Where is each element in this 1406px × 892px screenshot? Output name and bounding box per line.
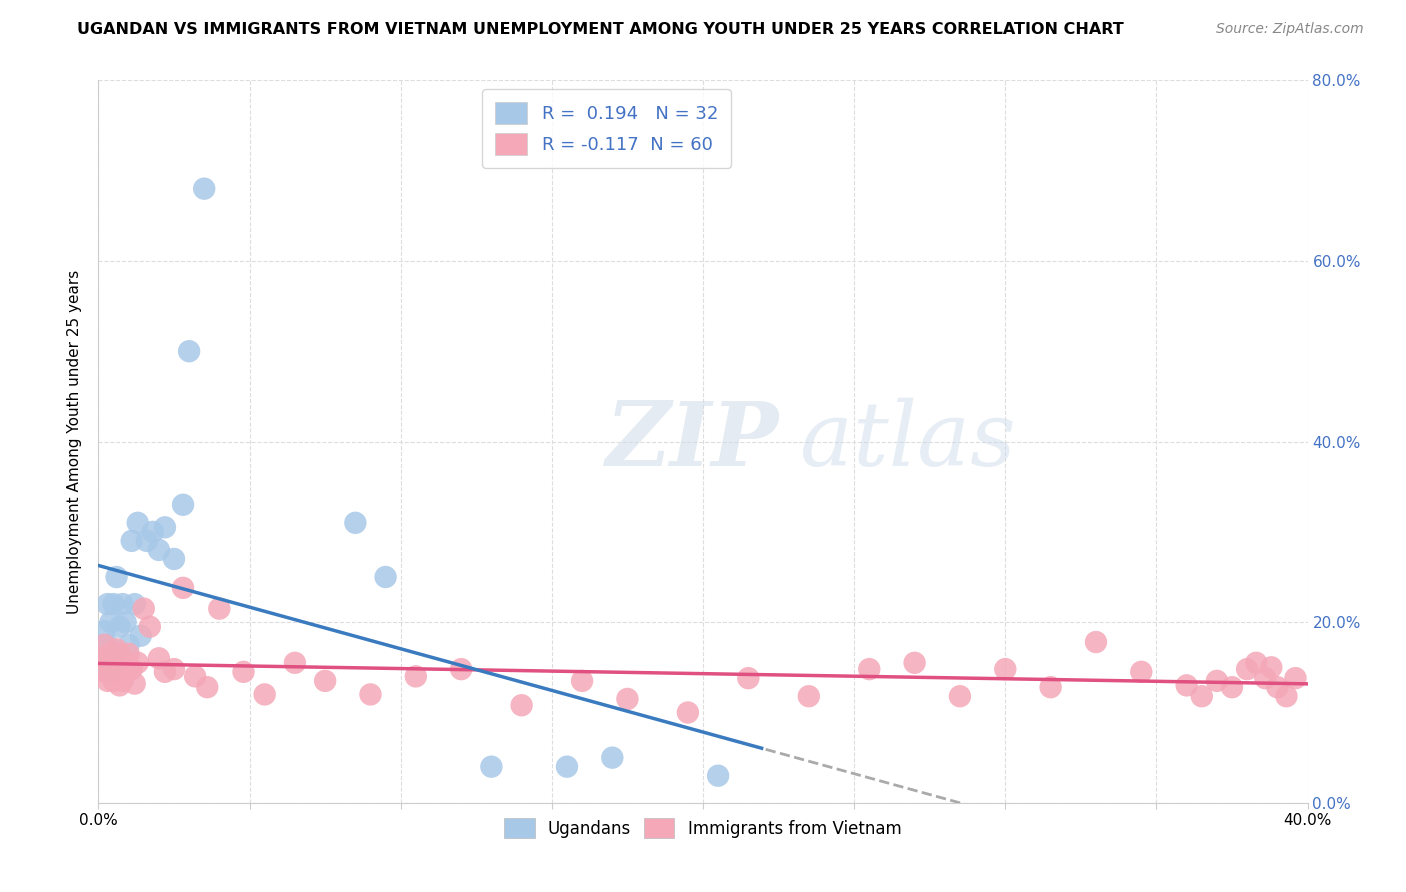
Point — [555, 760, 578, 774]
Point — [481, 760, 503, 774]
Point — [105, 656, 128, 670]
Point — [232, 665, 254, 679]
Point — [949, 690, 972, 704]
Point — [707, 769, 730, 783]
Point — [90, 651, 112, 665]
Point — [100, 615, 122, 630]
Point — [172, 498, 194, 512]
Point — [1175, 678, 1198, 692]
Point — [96, 656, 118, 670]
Y-axis label: Unemployment Among Youth under 25 years: Unemployment Among Youth under 25 years — [67, 269, 83, 614]
Point — [571, 673, 593, 688]
Point — [96, 597, 118, 611]
Point — [111, 673, 134, 688]
Point — [172, 581, 194, 595]
Point — [103, 597, 125, 611]
Point — [1130, 665, 1153, 679]
Point — [153, 665, 176, 679]
Point — [1085, 635, 1108, 649]
Point — [148, 651, 170, 665]
Point — [284, 656, 307, 670]
Point — [344, 516, 367, 530]
Point — [179, 344, 201, 359]
Point — [858, 662, 880, 676]
Point — [1220, 680, 1243, 694]
Point — [994, 662, 1017, 676]
Point — [114, 615, 136, 630]
Point — [314, 673, 336, 688]
Point — [195, 680, 218, 694]
Point — [139, 620, 162, 634]
Text: Source: ZipAtlas.com: Source: ZipAtlas.com — [1216, 22, 1364, 37]
Point — [1275, 690, 1298, 704]
Point — [93, 638, 115, 652]
Point — [103, 651, 125, 665]
Point — [616, 692, 638, 706]
Point — [93, 651, 115, 665]
Point — [1191, 690, 1213, 704]
Point — [127, 656, 149, 670]
Point — [1260, 660, 1282, 674]
Point — [737, 671, 759, 685]
Point — [405, 669, 427, 683]
Point — [135, 533, 157, 548]
Point — [142, 524, 165, 539]
Point — [163, 662, 186, 676]
Text: atlas: atlas — [800, 398, 1015, 485]
Point — [904, 656, 927, 670]
Legend: Ugandans, Immigrants from Vietnam: Ugandans, Immigrants from Vietnam — [498, 812, 908, 845]
Point — [121, 662, 143, 676]
Point — [118, 647, 141, 661]
Point — [108, 620, 131, 634]
Point — [208, 601, 231, 615]
Point — [103, 673, 125, 688]
Point — [96, 673, 118, 688]
Point — [253, 687, 276, 701]
Point — [1267, 680, 1289, 694]
Point — [114, 656, 136, 670]
Point — [108, 647, 131, 661]
Point — [124, 597, 146, 611]
Point — [1206, 673, 1229, 688]
Point — [129, 629, 152, 643]
Point — [93, 665, 115, 679]
Point — [108, 678, 131, 692]
Point — [132, 601, 155, 615]
Point — [193, 182, 215, 196]
Point — [111, 665, 134, 679]
Point — [1254, 671, 1277, 685]
Point — [90, 656, 112, 670]
Point — [163, 552, 186, 566]
Point — [100, 660, 122, 674]
Point — [676, 706, 699, 720]
Point — [121, 533, 143, 548]
Point — [96, 638, 118, 652]
Point — [148, 542, 170, 557]
Point — [105, 570, 128, 584]
Point — [127, 516, 149, 530]
Point — [450, 662, 472, 676]
Point — [602, 750, 624, 764]
Point — [118, 638, 141, 652]
Point — [124, 676, 146, 690]
Point — [1039, 680, 1062, 694]
Point — [1284, 671, 1306, 685]
Point — [510, 698, 533, 713]
Point — [374, 570, 396, 584]
Point — [111, 597, 134, 611]
Point — [1244, 656, 1267, 670]
Point — [797, 690, 820, 704]
Point — [153, 520, 176, 534]
Point — [1236, 662, 1258, 676]
Point — [93, 624, 115, 639]
Text: UGANDAN VS IMMIGRANTS FROM VIETNAM UNEMPLOYMENT AMONG YOUTH UNDER 25 YEARS CORRE: UGANDAN VS IMMIGRANTS FROM VIETNAM UNEMP… — [77, 22, 1123, 37]
Point — [100, 647, 122, 661]
Text: ZIP: ZIP — [606, 399, 780, 484]
Point — [184, 669, 207, 683]
Point — [103, 665, 125, 679]
Point — [360, 687, 382, 701]
Point — [105, 642, 128, 657]
Point — [100, 665, 122, 679]
